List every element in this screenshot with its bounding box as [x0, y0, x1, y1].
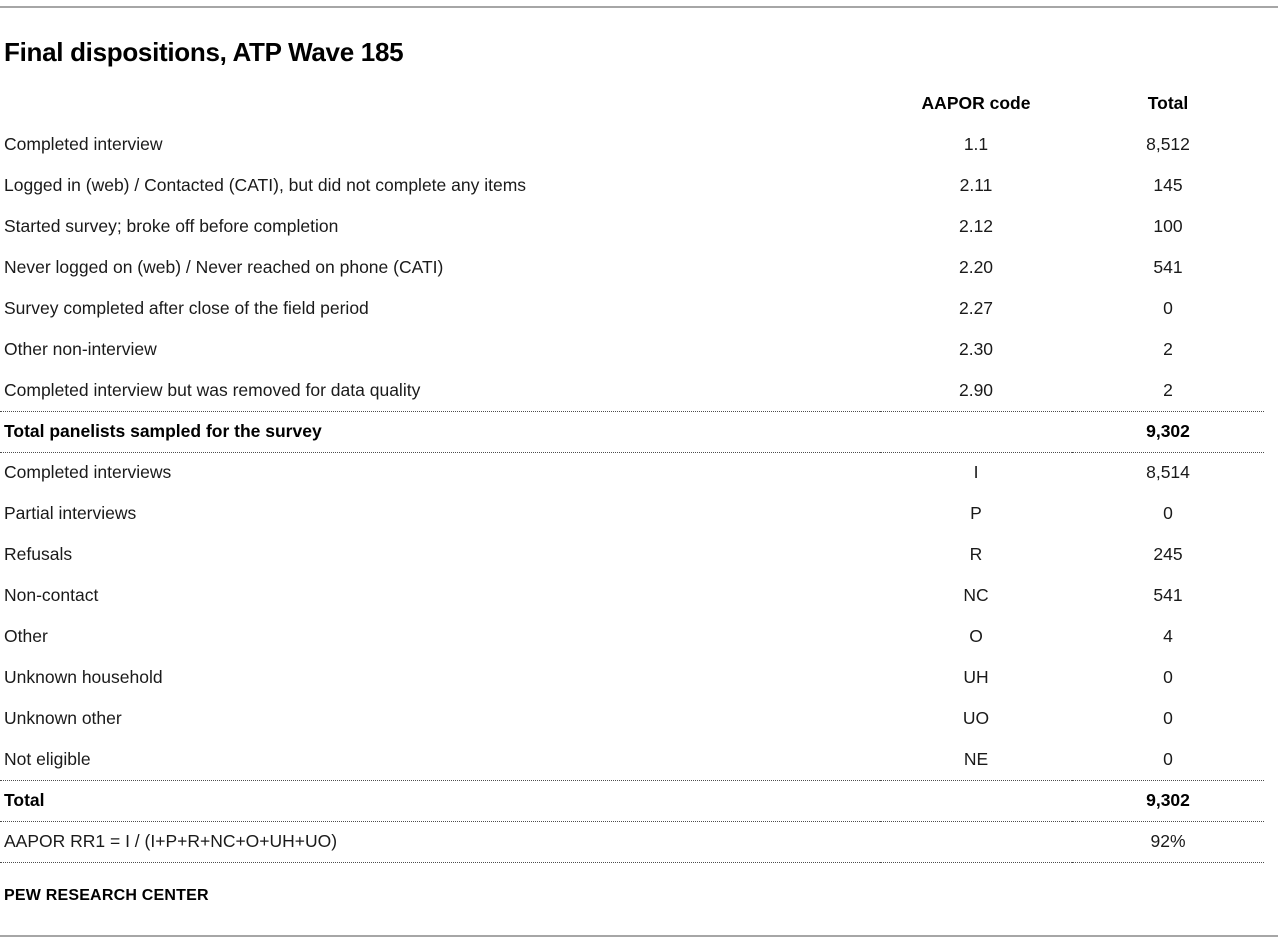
aapor-code-cell: R: [969, 544, 983, 564]
total-cell: 245: [1153, 544, 1183, 564]
total-cell: 0: [1163, 748, 1173, 769]
aapor-code-cell: 2.11: [959, 175, 993, 195]
table-row: Partial interviews P 0: [0, 493, 1264, 534]
total-cell: 4: [1163, 626, 1173, 646]
total-cell: 2: [1163, 339, 1173, 359]
aapor-code-cell: NE: [963, 748, 989, 769]
total-cell: 0: [1163, 298, 1173, 318]
table-row: Completed interview 1.1 8,512: [0, 124, 1264, 165]
total-cell: 0: [1163, 708, 1173, 728]
table-row: Completed interviews I 8,514: [0, 452, 1264, 493]
aapor-code-cell: UO: [962, 708, 990, 728]
row-label: Total panelists sampled for the survey: [0, 410, 880, 453]
total-cell: 9,302: [1072, 779, 1264, 822]
aapor-code-cell: UH: [963, 667, 989, 687]
table-row: Unknown other UO 0: [0, 698, 1264, 739]
aapor-code-cell: [880, 779, 1072, 822]
aapor-code-cell: O: [969, 626, 983, 646]
row-label: Non-contact: [4, 585, 99, 605]
table-row: Other non-interview 2.30 2: [0, 329, 1264, 370]
column-header-blank: [0, 83, 880, 124]
bottom-divider: [0, 934, 1278, 937]
row-label: Started survey; broke off before complet…: [4, 216, 339, 236]
row-label: Refusals: [4, 544, 73, 564]
total-cell: 8,514: [1146, 462, 1190, 483]
total-cell: 0: [1163, 503, 1173, 523]
total-cell: 541: [1153, 585, 1183, 605]
table-row: Total panelists sampled for the survey 9,…: [0, 410, 1264, 453]
row-label: Partial interviews: [4, 503, 137, 523]
table-row: Unknown household UH 0: [0, 657, 1264, 698]
aapor-code-cell: 2.27: [958, 298, 994, 318]
table-header-row: AAPOR code Total: [0, 83, 1264, 124]
total-cell: 145: [1153, 175, 1183, 195]
aapor-code-cell: I: [973, 462, 979, 483]
final-dispositions-table: AAPOR code Total Completed interview 1.1 8…: [0, 83, 1264, 863]
row-label: Completed interviews: [4, 462, 172, 483]
row-label: Other non-interview: [4, 339, 157, 359]
table-row: Not eligible NE 0: [0, 739, 1264, 780]
total-cell: 9,302: [1072, 410, 1264, 453]
table-row: Survey completed after close of the fiel…: [0, 288, 1264, 329]
table-row: Non-contact NC 541: [0, 575, 1264, 616]
table-row: Completed interview but was removed for …: [0, 370, 1264, 411]
table-row: Refusals R 245: [0, 534, 1264, 575]
total-cell: 0: [1163, 667, 1173, 687]
row-label: Unknown other: [4, 708, 122, 728]
table-row: Logged in (web) / Contacted (CATI), but …: [0, 165, 1264, 206]
table-row: Total 9,302: [0, 779, 1264, 822]
table-body: Completed interview 1.1 8,512 Logged in (we…: [0, 124, 1264, 863]
table-row: Other O 4: [0, 616, 1264, 657]
table-row: AAPOR RR1 = I / (I+P+R+NC+O+UH+UO) 92%: [0, 821, 1264, 863]
table-row: Started survey; broke off before complet…: [0, 206, 1264, 247]
row-label: Survey completed after close of the fiel…: [4, 298, 369, 318]
row-label: AAPOR RR1 = I / (I+P+R+NC+O+UH+UO): [0, 821, 880, 863]
aapor-code-cell: NC: [963, 585, 989, 605]
total-cell: 2: [1163, 379, 1173, 400]
row-label: Completed interview but was removed for …: [4, 379, 421, 400]
aapor-code-cell: 1.1: [963, 134, 989, 154]
aapor-code-cell: 2.20: [958, 257, 994, 277]
column-header-total: Total: [1147, 93, 1189, 113]
source-attribution: PEW RESEARCH CENTER: [4, 886, 209, 904]
table-row: Never logged on (web) / Never reached on…: [0, 247, 1264, 288]
page-title: Final dispositions, ATP Wave 185: [4, 37, 404, 67]
total-cell: 8,512: [1146, 134, 1190, 154]
total-cell: 541: [1153, 257, 1183, 277]
row-label: Logged in (web) / Contacted (CATI), but …: [4, 175, 527, 195]
aapor-code-cell: 2.30: [958, 339, 994, 359]
aapor-code-cell: [880, 821, 1072, 863]
row-label: Not eligible: [4, 748, 91, 769]
row-label: Unknown household: [4, 667, 163, 687]
aapor-code-cell: P: [970, 503, 982, 523]
row-label: Never logged on (web) / Never reached on…: [4, 257, 444, 277]
aapor-code-cell: [880, 410, 1072, 453]
total-cell: 100: [1153, 216, 1183, 236]
aapor-code-cell: 2.90: [958, 379, 994, 400]
top-divider: [0, 6, 1278, 8]
aapor-code-cell: 2.12: [958, 216, 994, 236]
column-header-aapor-code: AAPOR code: [921, 93, 1031, 113]
total-cell: 92%: [1072, 821, 1264, 863]
row-label: Other: [4, 626, 48, 646]
row-label: Total: [0, 779, 880, 822]
row-label: Completed interview: [4, 134, 163, 154]
